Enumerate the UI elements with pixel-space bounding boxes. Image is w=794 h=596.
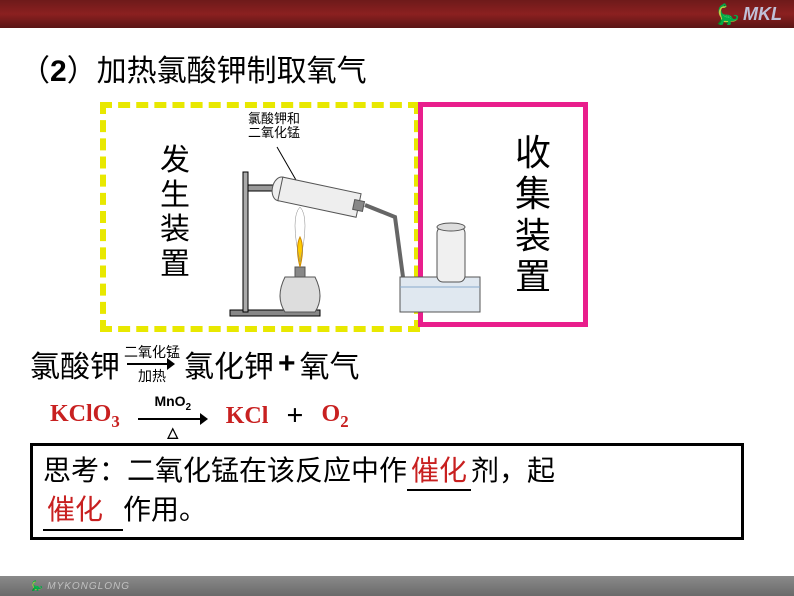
blank-2: 催化 (43, 491, 123, 531)
apparatus-diagram (195, 117, 485, 325)
question-box: 思考：二氧化锰在该反应中作催化剂，起 催化作用。 (30, 443, 744, 541)
arrow-icon: 二氧化锰 加热 (124, 345, 180, 383)
formula-equation: KClO3 MnO2 △ KCl + O2 (50, 394, 774, 439)
footer-logo: 🦕 MYKONGLONG (30, 581, 130, 592)
diagram-area: 发生装置 收集装置 氯酸钾和 二氧化锰 (100, 102, 740, 332)
logo: 🦕 MKL (714, 2, 782, 27)
product2-formula: O2 (322, 401, 349, 432)
header-bar: 🦕 MKL (0, 0, 794, 28)
reactant-formula: KClO3 (50, 401, 120, 432)
plus-sign: + (286, 399, 303, 433)
section-title: （2）加热氯酸钾制取氧气 (20, 46, 774, 90)
word-equation: 氯酸钾 二氧化锰 加热 氯化钾+氧气 (30, 342, 774, 386)
dino-icon: 🦕 (714, 2, 739, 27)
generation-label: 发生装置 (160, 144, 190, 282)
arrow-icon: MnO2 △ (138, 394, 208, 439)
blank-1: 催化 (407, 452, 471, 492)
slide-content: （2）加热氯酸钾制取氧气 发生装置 收集装置 氯酸钾和 二氧化锰 (0, 28, 794, 576)
product1-formula: KCl (226, 403, 269, 430)
collection-label: 收集装置 (515, 132, 551, 298)
footer-bar: 🦕 MYKONGLONG (0, 576, 794, 596)
logo-text: MKL (743, 4, 782, 25)
